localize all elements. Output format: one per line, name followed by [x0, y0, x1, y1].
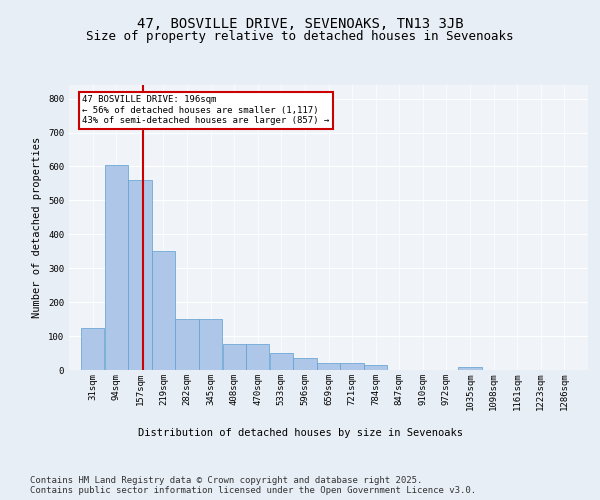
Bar	[128, 180, 152, 370]
Bar	[223, 344, 246, 370]
Bar	[81, 328, 104, 370]
Text: Distribution of detached houses by size in Sevenoaks: Distribution of detached houses by size …	[137, 428, 463, 438]
Text: 47, BOSVILLE DRIVE, SEVENOAKS, TN13 3JB: 47, BOSVILLE DRIVE, SEVENOAKS, TN13 3JB	[137, 18, 463, 32]
Bar	[269, 353, 293, 370]
Text: Contains HM Land Registry data © Crown copyright and database right 2025.
Contai: Contains HM Land Registry data © Crown c…	[30, 476, 476, 495]
Bar	[364, 365, 388, 370]
Bar	[199, 319, 223, 370]
Bar	[105, 164, 128, 370]
Text: Size of property relative to detached houses in Sevenoaks: Size of property relative to detached ho…	[86, 30, 514, 43]
Bar	[293, 358, 317, 370]
Y-axis label: Number of detached properties: Number of detached properties	[32, 137, 43, 318]
Bar	[175, 319, 199, 370]
Bar	[152, 251, 175, 370]
Bar	[458, 366, 482, 370]
Text: 47 BOSVILLE DRIVE: 196sqm
← 56% of detached houses are smaller (1,117)
43% of se: 47 BOSVILLE DRIVE: 196sqm ← 56% of detac…	[82, 95, 329, 125]
Bar	[246, 344, 269, 370]
Bar	[340, 363, 364, 370]
Bar	[317, 363, 340, 370]
